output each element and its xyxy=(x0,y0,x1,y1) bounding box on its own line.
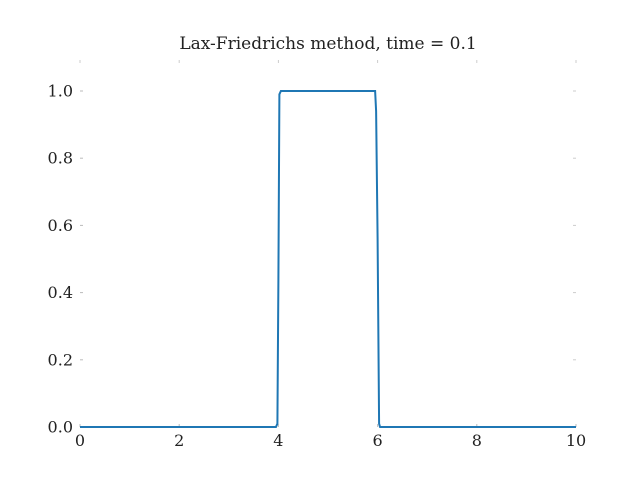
x-tick-label: 2 xyxy=(174,431,184,450)
x-tick-labels: 0 2 4 6 8 10 xyxy=(75,431,586,450)
chart-title: Lax-Friedrichs method, time = 0.1 xyxy=(179,34,476,54)
plot-area xyxy=(79,60,577,428)
x-tick-label: 10 xyxy=(566,431,586,450)
x-tick-label: 6 xyxy=(373,431,383,450)
y-tick-label: 0.4 xyxy=(48,283,73,302)
y-tick-labels: 0.0 0.2 0.4 0.6 0.8 1.0 xyxy=(48,82,73,437)
x-tick-label: 4 xyxy=(273,431,283,450)
y-tick-label: 1.0 xyxy=(48,82,73,101)
series-line xyxy=(80,90,576,428)
y-tick-label: 0.8 xyxy=(48,149,73,168)
y-tick-label: 0.6 xyxy=(48,216,73,235)
y-tick-label: 0.2 xyxy=(48,350,73,369)
y-tick-label: 0.0 xyxy=(48,418,73,437)
x-tick-label: 8 xyxy=(472,431,482,450)
x-tick-label: 0 xyxy=(75,431,85,450)
